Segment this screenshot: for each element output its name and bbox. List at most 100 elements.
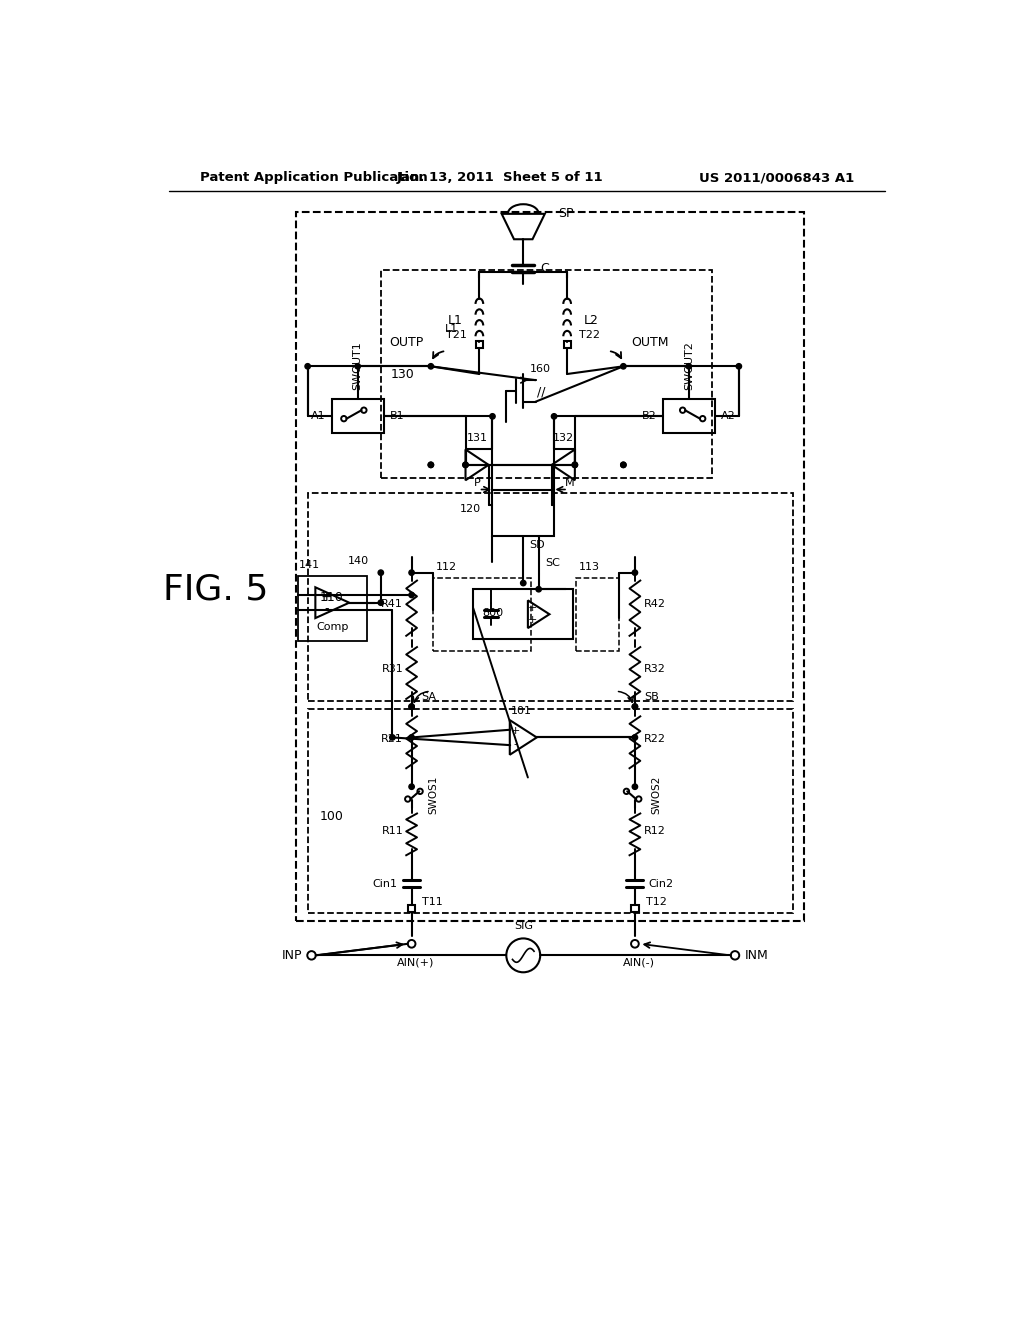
Text: T11: T11 [422,898,443,907]
Text: 120: 120 [460,504,481,513]
Bar [493,490,554,536]
Circle shape [621,462,626,467]
Text: OUTM: OUTM [631,337,669,350]
Text: SP: SP [558,207,573,220]
Text: Jan. 13, 2011  Sheet 5 of 11: Jan. 13, 2011 Sheet 5 of 11 [397,172,603,185]
Circle shape [736,363,741,370]
Circle shape [428,363,433,370]
Text: FIG. 5: FIG. 5 [163,573,268,607]
Text: +: + [527,603,538,612]
Circle shape [409,704,415,709]
Text: 130: 130 [391,367,415,380]
Text: SWOUT1: SWOUT1 [352,342,362,391]
Text: -: - [324,602,329,615]
Text: R22: R22 [643,734,666,743]
Text: 131: 131 [467,433,487,444]
Circle shape [632,704,638,709]
Text: R42: R42 [643,599,666,610]
Text: Cin2: Cin2 [649,879,674,888]
Bar [332,400,384,433]
Circle shape [409,784,415,789]
Text: 100: 100 [319,810,343,824]
Text: SWOUT2: SWOUT2 [684,342,694,391]
Circle shape [621,462,626,467]
Text: SIG: SIG [514,921,532,931]
Text: -: - [514,739,517,750]
Text: A1: A1 [310,412,326,421]
Text: +: + [527,615,538,626]
Text: R41: R41 [381,599,403,610]
Text: M: M [564,478,574,488]
Text: SD: SD [529,540,545,550]
Text: T22: T22 [580,330,600,341]
Circle shape [428,462,433,467]
Circle shape [632,704,638,709]
Circle shape [551,413,557,418]
Circle shape [409,593,415,598]
Circle shape [355,363,360,370]
Bar [433,578,531,651]
Text: R31: R31 [381,664,403,675]
Text: +: + [321,590,332,603]
Text: SWOS2: SWOS2 [652,776,662,814]
Text: R11: R11 [381,826,403,837]
Circle shape [378,570,384,576]
Text: SC: SC [545,557,560,568]
Circle shape [463,462,468,467]
Text: AIN(-): AIN(-) [623,958,654,968]
Circle shape [621,363,626,370]
Text: Patent Application Publication: Patent Application Publication [200,172,428,185]
Circle shape [520,581,526,586]
Bar [577,578,618,651]
Text: 800: 800 [482,607,503,618]
Text: INM: INM [744,949,768,962]
Bar [631,904,639,912]
Text: 112: 112 [435,561,457,572]
Circle shape [632,735,638,741]
Text: Comp: Comp [316,622,348,632]
Circle shape [409,704,415,709]
Circle shape [572,462,578,467]
Circle shape [378,601,384,606]
Text: 132: 132 [553,433,573,444]
Circle shape [409,735,415,741]
Text: //: // [538,385,546,399]
Text: P: P [474,478,480,488]
Text: A2: A2 [721,412,736,421]
Text: US 2011/0006843 A1: US 2011/0006843 A1 [699,172,854,185]
Text: SWOS1: SWOS1 [429,776,438,814]
Bar [298,576,367,642]
Text: R12: R12 [643,826,666,837]
Circle shape [686,363,691,370]
Circle shape [463,462,468,467]
Text: AIN(+): AIN(+) [396,958,434,968]
Text: OUTP: OUTP [389,337,423,350]
Text: 113: 113 [579,561,600,572]
Bar [408,904,416,912]
Text: L1: L1 [444,325,458,334]
Circle shape [572,462,578,467]
Text: 110: 110 [319,591,343,603]
Text: 160: 160 [529,364,551,375]
Text: L2: L2 [584,314,599,326]
Circle shape [536,586,542,591]
Bar [663,400,715,433]
Text: T12: T12 [646,898,667,907]
Text: L1: L1 [447,314,463,326]
Circle shape [409,570,415,576]
Circle shape [632,784,638,789]
Bar [473,589,573,639]
Circle shape [632,570,638,576]
Circle shape [390,735,395,741]
Text: 101: 101 [511,706,532,715]
Circle shape [305,363,310,370]
Text: SB: SB [644,693,658,702]
Text: INP: INP [282,949,302,962]
Text: Cin1: Cin1 [373,879,397,888]
Text: 141: 141 [299,561,321,570]
Text: SA: SA [421,693,436,702]
Text: R21: R21 [381,734,403,743]
Bar [563,342,570,348]
Text: 140: 140 [348,556,369,566]
Text: R32: R32 [643,664,666,675]
